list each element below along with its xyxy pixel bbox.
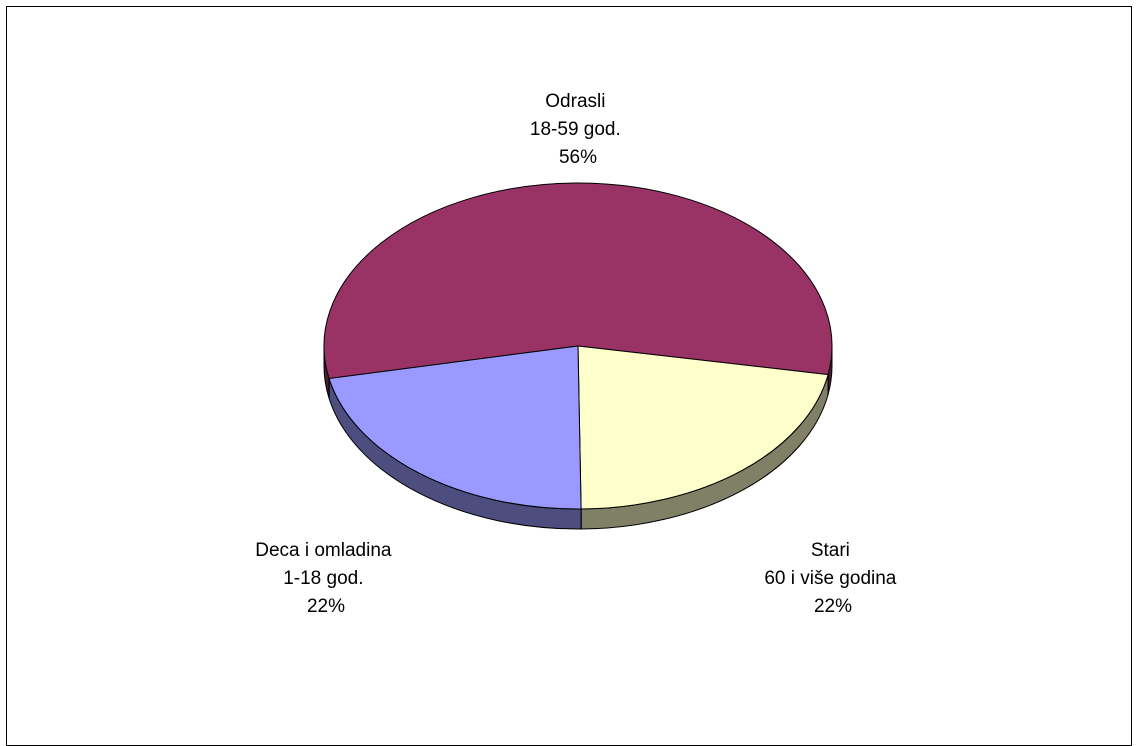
label-deca-sublabel: 1-18 god. — [283, 568, 363, 589]
label-stari: Stari 60 i više godina 22% — [764, 540, 901, 617]
label-deca: Deca i omladina 1-18 god. 22% — [255, 540, 397, 617]
pie-tops — [323, 182, 833, 510]
label-odrasli-sublabel: 18-59 god. — [530, 119, 621, 140]
label-stari-sublabel: 60 i više godina — [764, 568, 896, 589]
pie-slice-odrasli — [323, 182, 833, 380]
label-odrasli: Odrasli 18-59 god. 56% — [530, 91, 626, 168]
label-deca-percent: 22% — [307, 596, 345, 617]
label-stari-percent: 22% — [814, 596, 852, 617]
label-odrasli-percent: 56% — [559, 147, 597, 168]
label-stari-name: Stari — [811, 540, 850, 561]
pie-slice-stari — [577, 345, 829, 510]
pie-slice-deca-i-omladina — [328, 345, 582, 510]
label-odrasli-name: Odrasli — [545, 91, 605, 112]
label-deca-name: Deca i omladina — [255, 540, 392, 561]
pie-labels: Odrasli 18-59 god. 56% Stari 60 i više g… — [255, 91, 901, 617]
